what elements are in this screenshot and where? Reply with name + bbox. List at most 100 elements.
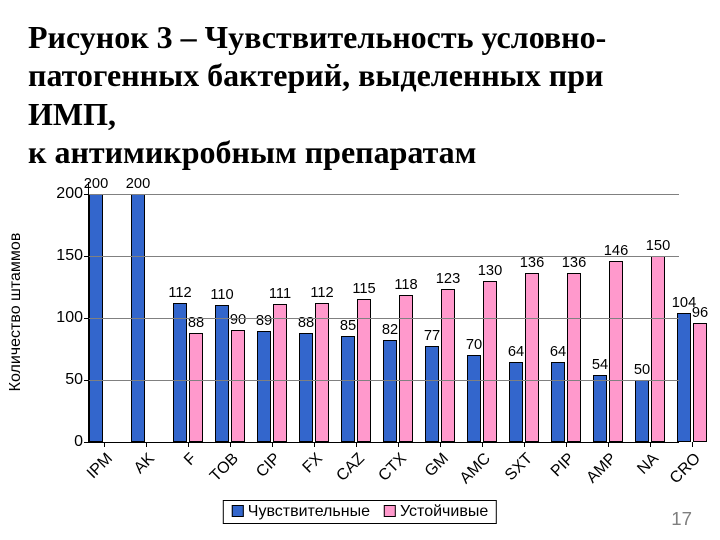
bar-group: 70130	[467, 182, 497, 442]
bar-value-label: 118	[394, 277, 417, 293]
bar-value-label: 200	[126, 176, 150, 192]
bar-value-label: 89	[256, 313, 272, 329]
legend-item: Устойчивые	[384, 503, 488, 521]
y-tick-label: 100	[56, 309, 89, 327]
bar-value-label: 136	[562, 255, 586, 271]
x-tick-mark	[356, 442, 357, 447]
bar-group: 64136	[509, 182, 539, 442]
bar	[483, 281, 497, 442]
chart-legend: Чувствительные Устойчивые	[223, 500, 497, 524]
bar	[677, 313, 691, 442]
chart-container: Количество штаммов 200200112881109089111…	[28, 182, 692, 443]
legend-swatch	[384, 505, 396, 517]
title-line: Рисунок 3 – Чувствительность условно-	[28, 19, 606, 55]
legend-label: Устойчивые	[400, 503, 488, 520]
bar-value-label: 85	[340, 318, 356, 334]
x-tick-mark	[272, 442, 273, 447]
page-number: 17	[671, 508, 692, 530]
bar	[651, 256, 665, 442]
title-line: патогенных бактерий, выделенных при ИМП,	[28, 57, 603, 131]
bar-group: 50150	[635, 182, 665, 442]
x-tick-label: CRO	[667, 450, 705, 488]
bar	[551, 362, 565, 441]
bar	[215, 305, 229, 441]
bar	[467, 355, 481, 442]
bar-group: 88112	[299, 182, 329, 442]
y-tick-label: 200	[56, 185, 89, 203]
legend-swatch	[232, 505, 244, 517]
bar	[509, 362, 523, 441]
x-tick-label: GM	[422, 450, 453, 481]
grid-line	[89, 256, 679, 257]
bar	[257, 331, 271, 441]
y-tick-label: 50	[65, 371, 89, 389]
x-tick-label: AMC	[457, 450, 495, 488]
bar	[315, 303, 329, 442]
bars-layer: 2002001128811090891118811285115821187712…	[89, 182, 679, 442]
x-tick-mark	[692, 442, 693, 447]
bar-value-label: 50	[634, 362, 650, 378]
x-tick-label: PIP	[548, 450, 579, 481]
bar-value-label: 54	[592, 357, 608, 373]
bar-group: 85115	[341, 182, 371, 442]
page-title: Рисунок 3 – Чувствительность условно-пат…	[28, 18, 692, 172]
bar	[231, 330, 245, 441]
x-tick-label: AMP	[583, 450, 620, 487]
bar	[425, 346, 439, 441]
bar-value-label: 112	[168, 285, 191, 301]
bar-group: 200	[131, 182, 161, 442]
grid-line	[89, 380, 679, 381]
x-tick-label: CTX	[375, 450, 410, 485]
x-tick-mark	[482, 442, 483, 447]
bar	[635, 380, 649, 442]
bar	[567, 273, 581, 441]
x-tick-label: CAZ	[333, 450, 368, 485]
bar	[525, 273, 539, 441]
x-tick-mark	[566, 442, 567, 447]
bar-value-label: 82	[382, 322, 398, 338]
bar-value-label: 123	[436, 271, 460, 287]
bar-value-label: 150	[646, 238, 670, 254]
bar	[273, 304, 287, 441]
bar-value-label: 130	[478, 263, 502, 279]
x-tick-mark	[524, 442, 525, 447]
x-tick-mark	[188, 442, 189, 447]
x-tick-mark	[314, 442, 315, 447]
bar-group: 11090	[215, 182, 245, 442]
grid-line	[89, 318, 679, 319]
x-tick-mark	[146, 442, 147, 447]
bar-group: 64136	[551, 182, 581, 442]
x-tick-mark	[104, 442, 105, 447]
bar-group: 11288	[173, 182, 203, 442]
bar-value-label: 115	[352, 281, 375, 297]
bar	[441, 289, 455, 441]
bar	[383, 340, 397, 442]
bar	[609, 261, 623, 442]
x-tick-mark	[608, 442, 609, 447]
bar	[189, 333, 203, 442]
x-tick-label: F	[181, 450, 201, 470]
y-tick-label: 0	[74, 433, 89, 451]
bar-value-label: 96	[692, 305, 708, 321]
bar-group: 89111	[257, 182, 287, 442]
bar	[173, 303, 187, 442]
x-tick-mark	[398, 442, 399, 447]
title-line: к антимикробным препаратам	[28, 134, 476, 170]
bar-value-label: 90	[230, 312, 246, 328]
x-tick-label: SXT	[502, 450, 537, 485]
bar	[341, 336, 355, 441]
bar	[357, 299, 371, 441]
bar-value-label: 110	[210, 287, 233, 303]
bar-value-label: 64	[508, 344, 524, 360]
bar-group: 77123	[425, 182, 455, 442]
bar-group: 200	[89, 182, 119, 442]
bar-value-label: 70	[466, 337, 482, 353]
bar	[299, 333, 313, 442]
bar-group: 54146	[593, 182, 623, 442]
x-tick-label: TOB	[207, 450, 243, 486]
legend-label: Чувствительные	[248, 503, 370, 520]
legend-item: Чувствительные	[232, 503, 370, 521]
y-tick-label: 150	[56, 247, 89, 265]
bar-group: 82118	[383, 182, 413, 442]
bar-value-label: 77	[424, 328, 440, 344]
